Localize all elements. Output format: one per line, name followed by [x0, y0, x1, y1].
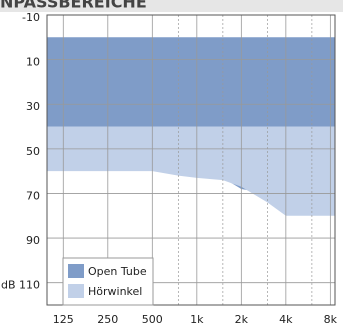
range-area [47, 126, 335, 216]
y-tick-label: -10 [22, 11, 40, 24]
y-tick-label: 50 [26, 145, 40, 158]
y-tick-label: 10 [26, 56, 40, 69]
x-tick-label: 250 [97, 313, 118, 326]
plot-frame [46, 14, 336, 306]
legend-swatch [68, 284, 84, 298]
y-tick-label: dB 110 [1, 279, 40, 292]
y-tick-label: 90 [26, 234, 40, 247]
x-tick-label: 1k [190, 313, 204, 326]
y-tick-label: 30 [26, 100, 40, 113]
title-bar [0, 0, 343, 12]
legend-label: Hörwinkel [88, 285, 142, 298]
legend-label: Open Tube [88, 265, 147, 278]
x-tick-label: 125 [53, 313, 74, 326]
chart-title: NPASSBEREICHE [0, 0, 147, 12]
x-tick-label: 8k [324, 313, 338, 326]
legend-swatch [68, 264, 84, 278]
x-tick-label: 500 [142, 313, 163, 326]
x-tick-label: 4k [279, 313, 293, 326]
y-tick-label: 70 [26, 189, 40, 202]
x-tick-label: 2k [235, 313, 249, 326]
